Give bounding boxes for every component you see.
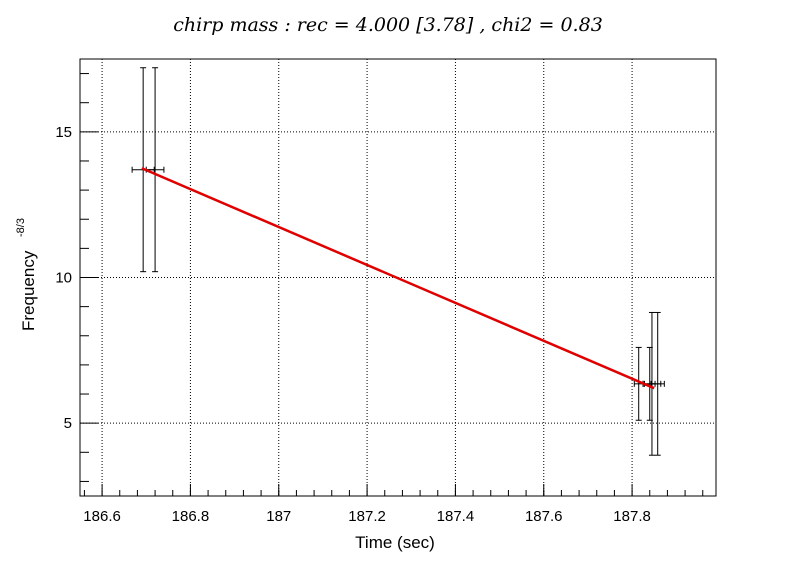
x-tick-label: 186.6: [83, 508, 121, 525]
fit-line-group: [141, 167, 655, 390]
x-tick-label: 186.8: [172, 508, 210, 525]
x-tick-label: 187.4: [437, 508, 475, 525]
y-tick-label: 10: [55, 270, 72, 287]
data-points: [131, 67, 665, 456]
x-axis-title: Time (sec): [355, 533, 435, 552]
x-axis: 186.6 186.8 187 187.2 187.4 187.6 187.8: [83, 484, 704, 525]
x-tick-label: 187.6: [525, 508, 563, 525]
x-tick-label: 187: [266, 508, 291, 525]
y-tick-label: 15: [55, 124, 72, 141]
fit-line: [141, 167, 655, 390]
y-axis-title: Frequency: [19, 250, 38, 331]
data-point: [650, 311, 665, 456]
grid: [80, 59, 716, 496]
x-tick-label: 187.8: [613, 508, 651, 525]
y-axis: 5 10 15: [55, 73, 98, 482]
y-tick-label: 5: [64, 415, 72, 432]
x-tick-label: 187.2: [348, 508, 386, 525]
data-point: [145, 67, 165, 273]
y-axis-title-exponent: -8/3: [15, 218, 27, 237]
chart-title: chirp mass : rec = 4.000 [3.78] , chi2 =…: [173, 14, 603, 36]
